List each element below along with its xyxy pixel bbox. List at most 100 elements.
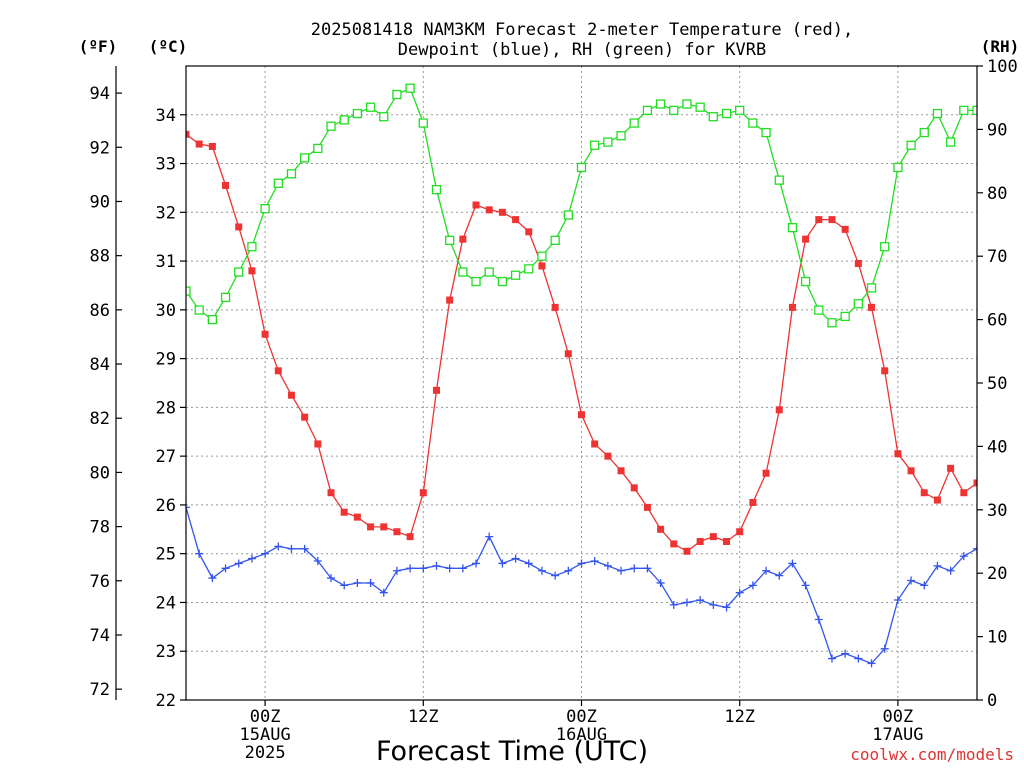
rh-point [655,99,666,109]
rh-point [299,153,310,163]
temperature-point [525,228,533,236]
dewpoint-point [696,596,705,605]
rh-point [247,242,257,252]
rh-point [234,267,244,277]
rh-point [787,223,798,233]
celsius-tick-label: 33 [156,155,176,175]
series-layer [186,83,977,668]
dewpoint-point [762,566,771,575]
temperature-point [235,223,243,231]
dewpoint-point [195,549,204,558]
rh-point [590,140,600,150]
rh-point [458,267,468,277]
temperature-point [340,508,348,516]
temperature-point [947,464,955,472]
temperature-point [512,216,520,224]
temperature-point [762,469,770,477]
watermark-text: coolwx.com/models [850,745,1014,764]
rh-tick-label: 50 [987,374,1007,394]
x-tick-label: 2025 [245,743,286,763]
celsius-tick-label: 34 [156,106,176,126]
rh-point [959,105,969,116]
rh-tick-label: 100 [987,57,1018,77]
rh-point [379,112,389,122]
dewpoint-point [327,574,336,583]
dewpoint-point [722,603,731,612]
dewpoint-point [300,544,309,553]
dewpoint-point [577,559,586,568]
plot-clip-group [186,83,977,668]
temperature-point [432,386,440,394]
fahrenheit-axis-unit-label: (ºF) [79,37,118,56]
temperature-point [485,206,493,214]
x-tick-label: 15AUG [240,725,291,745]
dewpoint-point [313,557,322,566]
rh-point [313,143,323,154]
dewpoint-point [669,600,678,609]
dewpoint-point [880,644,889,653]
temperature-point [287,391,295,399]
fahrenheit-tick-label: 92 [90,138,110,158]
rh-tick-label: 0 [987,691,997,711]
rh-point [510,270,521,280]
temperature-point [775,406,783,414]
dewpoint-point [366,578,375,587]
rh-tick-label: 40 [987,437,1007,457]
rh-point [840,311,850,322]
rh-point [563,210,573,220]
rh-point [365,102,376,112]
rh-point [405,83,415,93]
temperature-point [604,452,612,460]
celsius-tick-label: 25 [156,545,176,565]
temperature-point [459,235,467,243]
rh-point [761,127,771,138]
temperature-point [802,235,810,243]
temperature-series [186,130,977,555]
rh-tick-label: 20 [987,564,1007,584]
dewpoint-point [485,532,494,541]
rh-point [629,118,639,128]
dewpoint-point [353,578,362,587]
dewpoint-point [682,598,691,607]
temperature-point [446,296,454,304]
temperature-point [551,303,559,311]
temperature-point [960,489,968,497]
temperature-point [828,216,836,224]
fahrenheit-tick-label: 88 [90,247,110,267]
temperature-point [683,547,691,555]
dewpoint-point [814,615,823,624]
temperature-point [815,216,823,224]
dewpoint-point [920,581,929,590]
dewpoint-point [406,564,415,573]
temperature-point [749,498,757,506]
rh-point [497,276,508,287]
dewpoint-point [603,561,612,570]
dewpoint-point [893,596,902,605]
rh-tick-label: 30 [987,501,1007,521]
rh-point [418,118,428,128]
dewpoint-point [775,571,784,580]
temperature-point [907,467,915,475]
rh-tick-label: 60 [987,311,1007,331]
dewpoint-point [590,557,599,566]
rh-point [431,184,442,195]
rh-point [708,112,718,122]
fahrenheit-tick-label: 84 [90,355,110,375]
temperature-point [630,484,638,492]
dewpoint-point [274,542,283,551]
dewpoint-point [208,574,217,583]
celsius-tick-label: 29 [156,350,176,370]
fahrenheit-tick-label: 76 [90,572,110,592]
rh-point [339,115,349,125]
temperature-point [736,528,744,536]
chart-title-line1: 2025081418 NAM3KM Forecast 2-meter Tempe… [311,20,853,40]
temperature-point [841,225,849,233]
temperature-point [670,540,678,548]
dewpoint-point [788,559,797,568]
dewpoint-point [379,588,388,597]
rh-point [194,305,204,315]
temperature-point [472,201,480,209]
dewpoint-point [340,581,349,590]
